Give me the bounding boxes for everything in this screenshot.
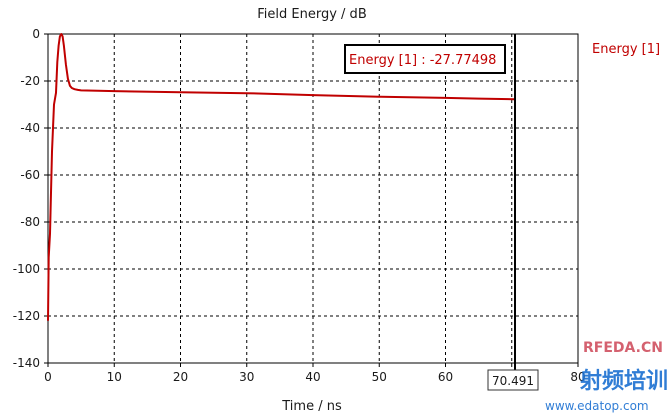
watermark-brand: 射频培训 (579, 368, 668, 394)
x-tick-label: 30 (239, 370, 254, 384)
x-tick-label: 0 (44, 370, 52, 384)
x-axis-ticks: 0 10 20 30 40 50 60 80 (44, 363, 586, 384)
readout-box (344, 44, 506, 74)
x-axis-label: Time / ns (281, 399, 342, 414)
x-tick-label: 40 (305, 370, 320, 384)
watermark-site: RFEDA.CN (583, 340, 663, 356)
y-tick-label: -120 (13, 309, 40, 323)
readout-text: Energy [1] : -27.77498 (349, 53, 496, 68)
watermark-url: www.edatop.com (545, 399, 649, 413)
x-tick-label: 80 (570, 370, 585, 384)
grid-lines (48, 34, 578, 363)
cursor-value-box (487, 369, 539, 391)
y-tick-label: 0 (32, 27, 40, 41)
watermark: RFEDA.CN 射频培训 www.edatop.com (545, 340, 668, 413)
chart-title: Field Energy / dB (257, 7, 366, 22)
cursor-value-label: 70.491 (492, 374, 534, 388)
y-tick-label: -140 (13, 356, 40, 370)
x-tick-label: 10 (107, 370, 122, 384)
value-readout: Energy [1] : -27.77498 (344, 44, 506, 74)
y-tick-label: -80 (20, 215, 40, 229)
cursor-label-box: 70.491 (487, 369, 539, 391)
y-tick-label: -60 (20, 168, 40, 182)
series-line-energy-1[interactable] (47, 33, 516, 321)
legend-entry-energy-1[interactable]: Energy [1] (592, 42, 660, 57)
y-axis-ticks: 0 -20 -40 -60 -80 -100 -120 -140 (13, 27, 48, 370)
y-tick-label: -100 (13, 262, 40, 276)
series-layer (47, 33, 516, 321)
x-tick-label: 50 (372, 370, 387, 384)
x-tick-label: 60 (438, 370, 453, 384)
y-tick-label: -40 (20, 121, 40, 135)
legend: Energy [1] (592, 42, 660, 57)
y-tick-label: -20 (20, 74, 40, 88)
x-tick-label: 20 (173, 370, 188, 384)
